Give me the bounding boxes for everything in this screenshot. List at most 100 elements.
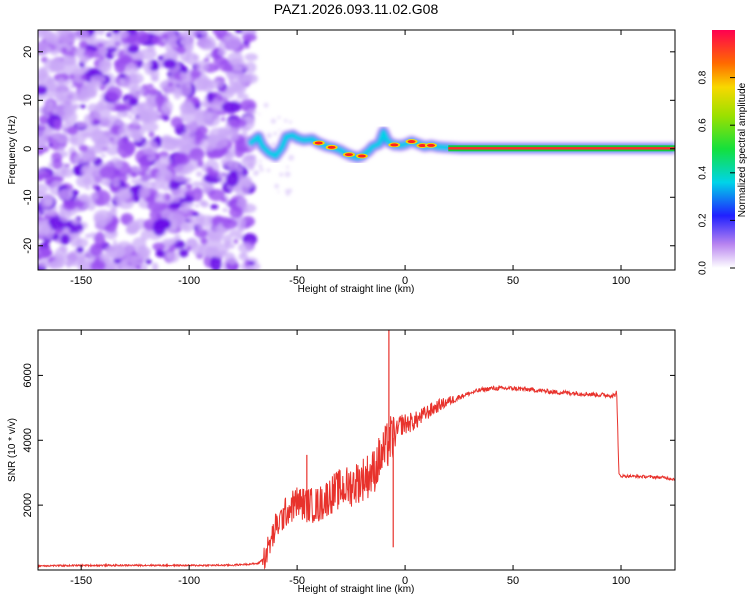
spectrogram-y-tick-label: -10 [22, 189, 34, 205]
noise-blob [40, 81, 45, 87]
noise-blob [170, 116, 183, 129]
noise-blob [51, 158, 63, 170]
noise-blob [56, 133, 69, 144]
noise-blob [138, 185, 150, 201]
ridge-glow [245, 125, 675, 164]
noise-blob [83, 114, 94, 126]
noise-blob [236, 165, 243, 173]
noise-blob [77, 259, 95, 270]
noise-blob [161, 209, 174, 221]
spectrogram-y-tick-label: 20 [22, 46, 34, 58]
noise-blob [229, 205, 244, 219]
noise-blob [38, 220, 52, 234]
noise-blob [38, 247, 52, 259]
noise-blob [131, 171, 137, 178]
noise-blob [118, 73, 127, 79]
noise-blob [245, 36, 252, 43]
noise-blob [38, 149, 44, 156]
noise-blob [128, 72, 138, 79]
spectrogram-x-tick-label: -50 [289, 275, 305, 287]
noise-blob [182, 40, 188, 46]
ridge-hotspot-core [357, 154, 366, 158]
noise-blob [180, 101, 195, 115]
noise-blob [155, 168, 173, 183]
noise-blob [287, 188, 293, 193]
noise-blob [113, 239, 117, 246]
noise-blob [238, 177, 249, 185]
noise-blob [279, 172, 284, 177]
noise-blob [271, 142, 276, 147]
colorbar-tick-label: 0.8 [698, 70, 709, 84]
noise-blob [38, 67, 48, 82]
noise-blob [62, 200, 77, 211]
noise-blob [131, 117, 140, 127]
noise-blob [72, 165, 82, 176]
noise-blob [147, 200, 168, 212]
ridge-hotspot-core [418, 144, 427, 148]
colorbar: 0.0 0.2 0.4 0.6 0.8 Normalized spectral ampl… [698, 30, 748, 275]
noise-blob [75, 175, 92, 188]
noise-blob [213, 252, 223, 259]
noise-blob [131, 85, 145, 98]
noise-blob [221, 116, 226, 122]
noise-blob [245, 75, 255, 81]
noise-blob [78, 55, 90, 63]
noise-blob [222, 208, 229, 212]
noise-blob [70, 136, 78, 144]
noise-blob [55, 30, 71, 36]
noise-blob [173, 174, 187, 182]
colorbar-tick-label: 0.2 [698, 213, 709, 227]
noise-blob [283, 118, 288, 123]
noise-blob [161, 180, 172, 192]
noise-blob [192, 211, 200, 217]
noise-blob [125, 62, 138, 74]
noise-blob [45, 100, 54, 112]
noise-blob [136, 262, 143, 266]
spectrogram-x-ticks: -150 -100 -50 0 50 100 [70, 30, 630, 287]
spectrogram-y-tick-label: 10 [22, 94, 34, 106]
noise-blob [157, 55, 164, 61]
noise-blob [181, 223, 190, 230]
noise-blob [225, 201, 230, 207]
noise-blob [89, 74, 106, 84]
noise-blob [121, 154, 127, 159]
noise-blob [226, 34, 242, 51]
noise-blob [233, 238, 239, 244]
noise-blob [165, 137, 176, 145]
noise-blob [97, 30, 106, 36]
noise-blob [105, 202, 112, 208]
noise-blob [105, 86, 123, 102]
noise-blob [78, 193, 91, 203]
noise-blob [115, 104, 123, 111]
noise-blob [247, 107, 257, 116]
noise-blob [191, 96, 200, 106]
noise-blob [110, 205, 118, 212]
noise-blob [92, 106, 111, 120]
noise-blob [217, 173, 223, 180]
noise-blob [117, 137, 129, 150]
noise-blob [152, 242, 166, 252]
noise-blob [202, 112, 221, 127]
noise-blob [148, 131, 155, 138]
noise-blob [191, 181, 203, 187]
ridge-hotspot-core [390, 143, 399, 147]
noise-blob [191, 187, 203, 202]
noise-blob [263, 102, 269, 108]
noise-blob [238, 242, 253, 253]
noise-blob [137, 253, 150, 262]
snr-y-tick-label: 4000 [22, 428, 34, 452]
noise-blob [100, 153, 106, 158]
colorbar-tick-label: 0.0 [698, 261, 709, 275]
noise-blob [218, 40, 227, 52]
noise-blob [102, 39, 122, 49]
ridge-hotspot-core [407, 140, 416, 144]
noise-blob [135, 264, 142, 270]
noise-blob [114, 241, 134, 257]
snr-x-tick-label: 0 [402, 575, 408, 587]
noise-blob [141, 62, 153, 70]
noise-blob [234, 83, 239, 87]
spectrogram-y-tick-label: -20 [22, 238, 34, 254]
noise-blob [58, 188, 74, 200]
noise-blob [121, 123, 130, 130]
